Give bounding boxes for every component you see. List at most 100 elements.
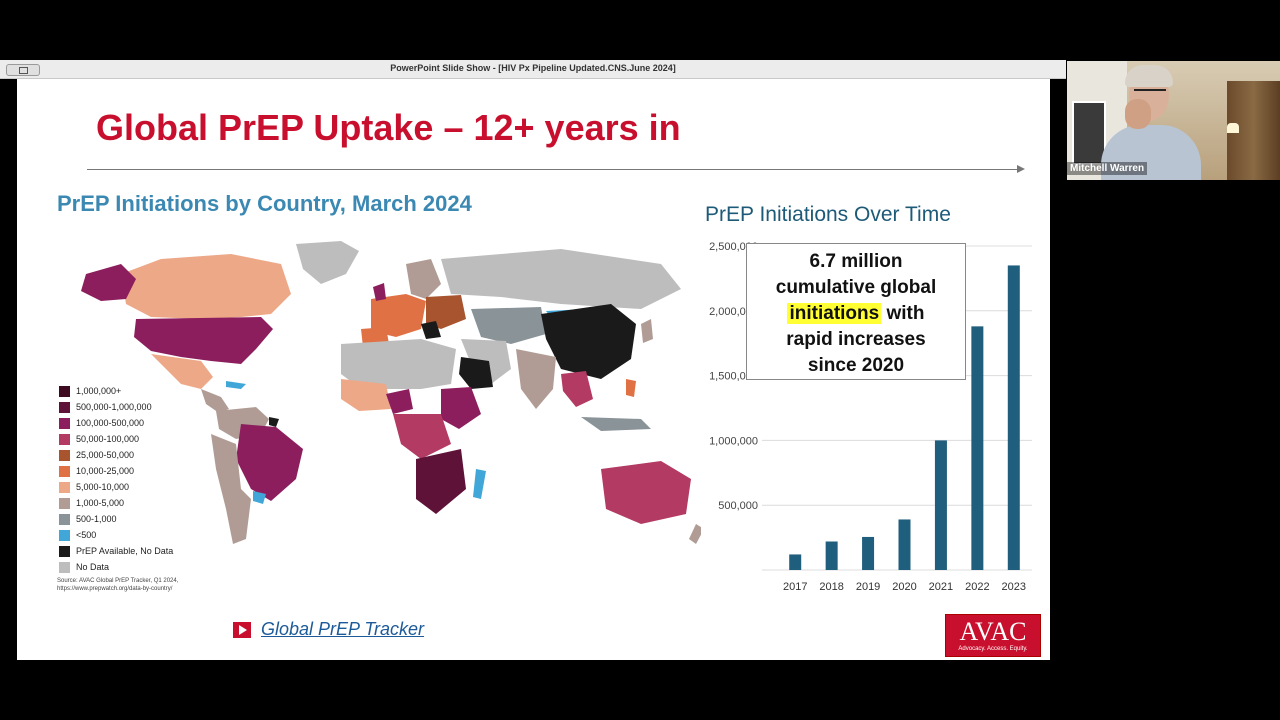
map-west-africa [341,379,391,411]
avac-logo-name: AVAC [959,617,1027,646]
map-alaska [81,264,136,301]
bar-2023 [1007,265,1020,570]
legend-label: 500-1,000 [76,514,117,524]
title-divider [87,169,1017,170]
bar-2019 [862,536,875,570]
map-scandinavia [406,259,441,299]
y-tick-label: 1,500,000 [709,371,758,383]
bar-2022 [971,326,984,570]
window-control-button[interactable] [6,64,40,76]
window-title: PowerPoint Slide Show - [HIV Px Pipeline… [390,63,676,73]
legend-label: <500 [76,530,97,540]
map-new-zealand [689,524,701,544]
map-madagascar [473,469,486,499]
legend-item: 1,000-5,000 [59,495,173,511]
map-australia [601,461,691,524]
y-tick-label: 1,000,000 [709,435,758,447]
y-tick-label: 2,000,000 [709,306,758,318]
world-map [81,241,701,544]
callout-box: 6.7 million cumulative global initiation… [746,243,966,380]
map-japan [641,319,653,343]
callout-line5: since 2020 [807,355,905,376]
map-central-america [201,389,229,413]
map-usa [134,317,273,364]
source-url: https://www.prepwatch.org/data-by-countr… [57,586,173,592]
legend-swatch [59,561,70,573]
map-legend: 1,000,000+ 500,000-1,000,000 100,000-500,0… [59,383,173,575]
map-south-america-west [211,434,251,544]
map-china [541,304,636,379]
x-tick-label: 2018 [819,581,843,593]
legend-swatch [59,417,70,429]
callout-line1: 6.7 million [809,251,903,272]
map-uk [373,283,386,301]
legend-label: 5,000-10,000 [76,482,130,492]
legend-label: 500,000-1,000,000 [76,402,152,412]
participant-name: Mitchell Warren [1067,162,1148,175]
map-southeast-asia [561,371,593,407]
legend-item: <500 [59,527,173,543]
participant-hand [1125,99,1151,129]
legend-swatch [59,449,70,461]
legend-label: 10,000-25,000 [76,466,135,476]
legend-label: 1,000,000+ [76,386,122,396]
map-guyana [269,417,279,427]
map-canada [121,254,291,319]
callout-line2: cumulative global [775,277,937,298]
legend-label: 50,000-100,000 [76,434,140,444]
participant-hair [1125,65,1173,87]
bar-2020 [898,519,911,570]
legend-item: 25,000-50,000 [59,447,173,463]
legend-swatch [59,401,70,413]
chart-title: PrEP Initiations Over Time [705,203,951,226]
legend-item: 500-1,000 [59,511,173,527]
global-prep-tracker-link[interactable]: Global PrEP Tracker [261,619,425,639]
legend-swatch [59,497,70,509]
legend-swatch [59,513,70,525]
legend-label: 1,000-5,000 [76,498,125,508]
legend-swatch [59,433,70,445]
map-east-africa [441,387,481,429]
arrow-icon [1017,165,1025,173]
participant-glasses [1134,89,1166,97]
map-philippines [626,379,636,397]
map-paraguay [253,491,266,504]
legend-item: 50,000-100,000 [59,431,173,447]
legend-item: 10,000-25,000 [59,463,173,479]
x-tick-label: 2022 [965,581,989,593]
avac-logo: AVAC Advocacy. Access. Equity. [945,614,1041,657]
legend-label: 25,000-50,000 [76,450,135,460]
x-tick-label: 2023 [1002,581,1026,593]
legend-item: No Data [59,559,173,575]
y-tick-label: 2,500,000 [709,241,758,253]
map-western-europe [371,294,426,337]
tracker-link-row[interactable]: Global PrEP Tracker [233,619,424,640]
map-russia [441,249,681,309]
bar-2018 [825,541,838,570]
x-tick-label: 2019 [856,581,880,593]
map-north-africa [341,339,456,389]
map-indonesia [581,417,651,431]
video-background-lamp [1227,123,1239,133]
x-tick-label: 2017 [783,581,807,593]
legend-label: No Data [76,562,110,572]
participant-body [1101,125,1201,180]
x-tick-label: 2020 [892,581,916,593]
participant-video-tile[interactable]: Mitchell Warren [1067,61,1280,180]
legend-label: 100,000-500,000 [76,418,145,428]
map-central-africa [393,414,451,459]
map-nigeria [386,389,413,414]
legend-swatch [59,385,70,397]
map-eastern-europe [426,295,466,329]
video-background-window [1072,101,1106,165]
legend-item: 500,000-1,000,000 [59,399,173,415]
source-note: Source: AVAC Global PrEP Tracker, Q1 202… [57,577,178,593]
callout-highlight: initiations [787,303,882,324]
map-central-asia [471,307,546,344]
map-caribbean [226,381,246,389]
legend-item: 100,000-500,000 [59,415,173,431]
map-title: PrEP Initiations by Country, March 2024 [57,191,472,216]
legend-swatch [59,545,70,557]
bar-2021 [934,440,947,570]
callout-line3-rest: with [881,303,925,324]
